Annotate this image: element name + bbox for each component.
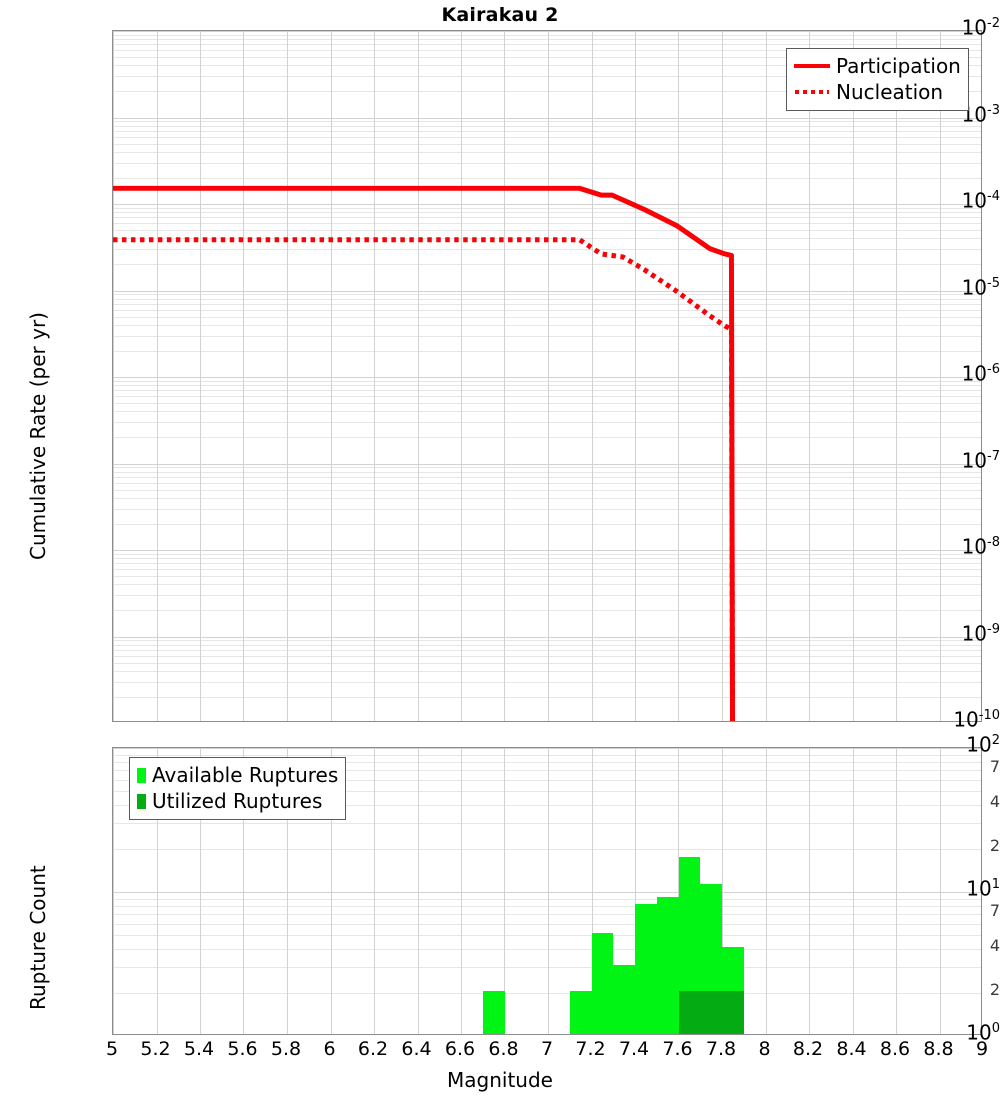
bar-utilized-segment (700, 990, 722, 1034)
rupture-bar (722, 947, 744, 1034)
legend-swatch-available (137, 767, 146, 783)
legend-item-solid: Participation (794, 53, 961, 79)
rupture-bar (700, 884, 722, 1034)
cumulative-rate-plot (112, 30, 982, 722)
x-tick-label: 7.8 (705, 1038, 737, 1060)
bar-available-segment (635, 903, 657, 1034)
x-axis-label: Magnitude (447, 1068, 553, 1092)
legend-label: Available Ruptures (152, 763, 339, 787)
rupture-bar (482, 990, 505, 1034)
bar-available-segment (678, 856, 701, 1034)
rupture-bar (613, 965, 635, 1034)
legend-item-utilized: Utilized Ruptures (137, 788, 338, 814)
bar-utilized-segment (678, 990, 701, 1034)
bar-available-segment (482, 990, 505, 1034)
rate-curves (113, 185, 736, 721)
legend-swatch-solid (794, 56, 830, 76)
rupture-bar (591, 933, 614, 1034)
legend-label: Utilized Ruptures (152, 789, 323, 813)
legend-item-dotted: Nucleation (794, 79, 961, 105)
bar-available-segment (656, 896, 679, 1034)
bar-available-segment (613, 965, 635, 1034)
x-tick-label: 9 (975, 1038, 989, 1060)
x-tick-label: 8.6 (879, 1038, 911, 1060)
legend-swatch-dotted (794, 82, 830, 102)
page-title: Kairakau 2 (441, 4, 559, 26)
legend-label: Participation (836, 54, 961, 78)
x-tick-label: 7.2 (575, 1038, 606, 1060)
rupture-bar (678, 856, 701, 1034)
x-tick-label: 7.6 (662, 1038, 693, 1060)
x-tick-label: 6.4 (401, 1038, 432, 1060)
x-tick-label: 8.2 (792, 1038, 824, 1060)
x-tick-label: 5.2 (140, 1038, 171, 1060)
bar-available-segment (591, 933, 614, 1034)
x-tick-label: 5.4 (183, 1038, 215, 1060)
curve-legend: Participation Nucleation (786, 48, 969, 111)
rupture-bar (569, 990, 592, 1034)
x-tick-label: 5 (105, 1038, 119, 1060)
x-tick-label: 6.2 (357, 1038, 389, 1060)
x-tick-label: 8.8 (923, 1038, 954, 1060)
x-tick-label: 5.6 (227, 1038, 258, 1060)
x-tick-label: 6.8 (488, 1038, 519, 1060)
x-tick-label: 6 (323, 1038, 336, 1060)
x-tick-label: 5.8 (270, 1038, 302, 1060)
x-tick-label: 8.4 (836, 1038, 867, 1060)
x-tick-label: 6.6 (444, 1038, 476, 1060)
legend-swatch-utilized (137, 793, 146, 809)
rupture-legend: Available Ruptures Utilized Ruptures (129, 757, 347, 820)
top-panel-y-axis-label: Cumulative Rate (per yr) (26, 312, 50, 560)
bar-utilized-segment (722, 990, 744, 1034)
x-tick-label: 7 (540, 1038, 554, 1060)
rupture-bar (656, 896, 679, 1034)
bottom-panel-y-axis-label: Rupture Count (26, 865, 50, 1010)
legend-item-available: Available Ruptures (137, 762, 338, 788)
x-tick-label: 7.4 (618, 1038, 650, 1060)
rupture-bar (635, 903, 657, 1034)
x-tick-label: 8 (758, 1038, 771, 1060)
bar-available-segment (569, 990, 592, 1034)
legend-label: Nucleation (836, 80, 944, 104)
